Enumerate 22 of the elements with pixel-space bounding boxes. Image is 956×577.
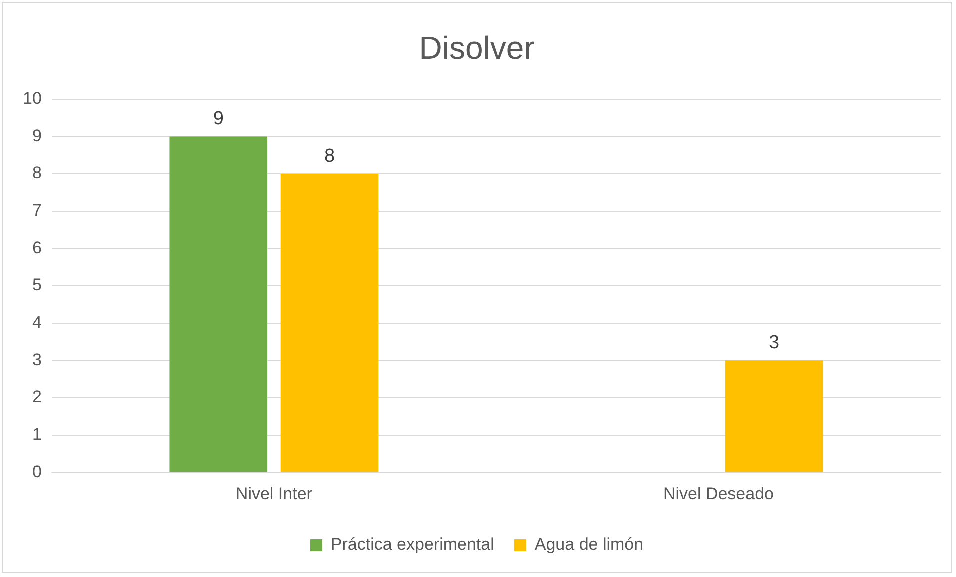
- y-tick-label: 9: [32, 126, 42, 146]
- y-tick-label: 7: [32, 201, 42, 220]
- x-tick-label: Nivel Inter: [236, 484, 313, 504]
- y-tick-label: 3: [32, 350, 42, 370]
- x-tick-label: Nivel Deseado: [663, 484, 774, 504]
- legend-label: Práctica experimental: [330, 535, 494, 554]
- y-tick-label: 4: [32, 313, 42, 332]
- y-tick-label: 2: [32, 388, 42, 407]
- y-tick-label: 0: [32, 462, 42, 482]
- bar: [280, 174, 379, 472]
- y-tick-label: 10: [22, 89, 42, 108]
- y-tick-label: 8: [32, 164, 42, 183]
- y-tick-label: 5: [32, 276, 42, 295]
- data-label: 3: [769, 332, 780, 354]
- y-tick-label: 1: [32, 424, 42, 444]
- data-label: 9: [213, 108, 224, 130]
- chart-title: Disolver: [419, 30, 536, 66]
- legend-label: Agua de limón: [534, 535, 644, 554]
- data-label: 8: [324, 146, 336, 167]
- bar: [725, 360, 824, 472]
- bar: [170, 136, 268, 472]
- y-tick-label: 6: [32, 238, 42, 258]
